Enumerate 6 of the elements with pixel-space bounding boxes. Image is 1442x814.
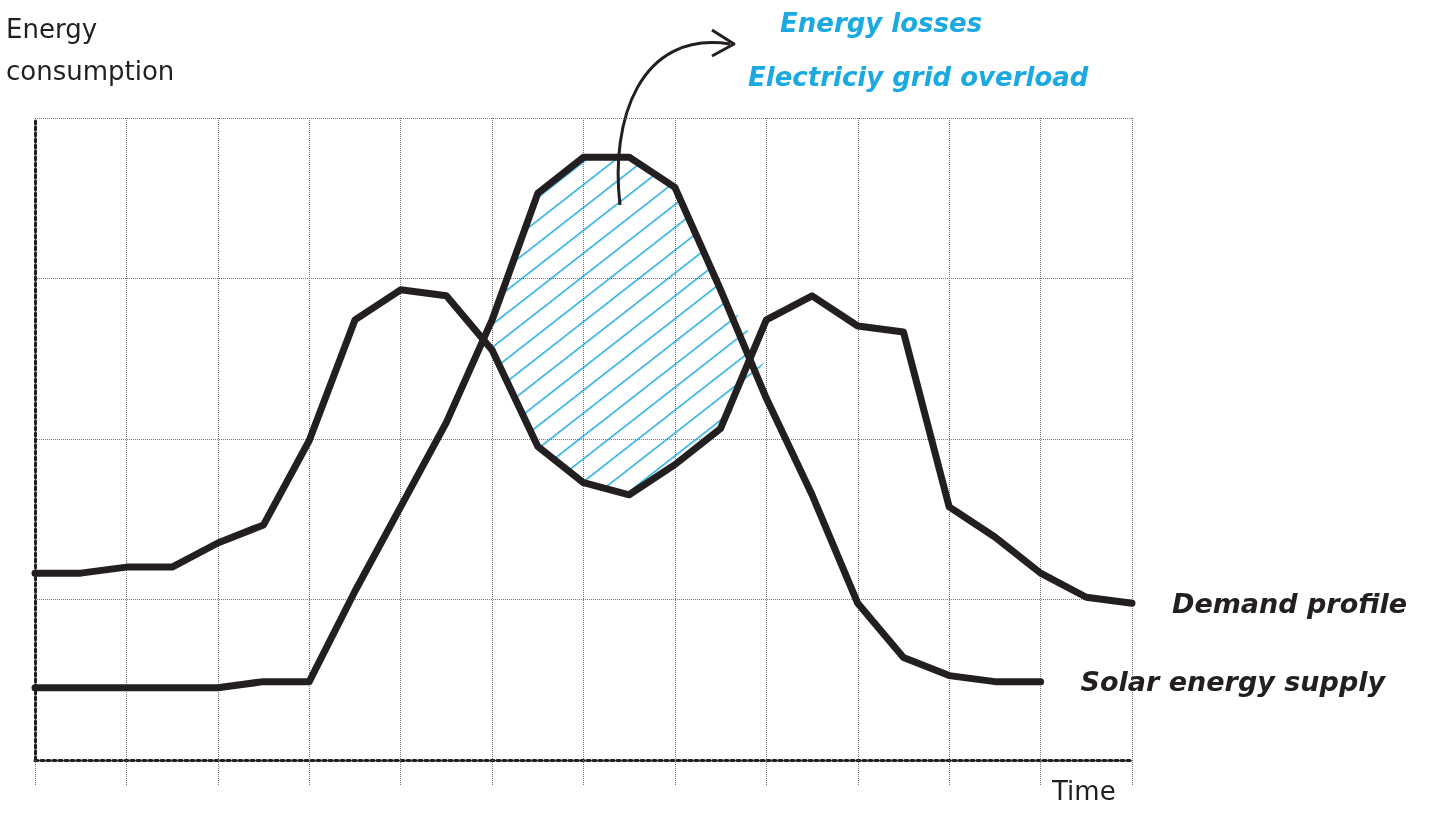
text: Electriciy grid overload — [748, 62, 1089, 92]
series-label: Demand profile — [1172, 587, 1408, 619]
text: Energy losses — [780, 8, 983, 38]
series-label: Solar energy supply — [1080, 666, 1387, 698]
y-axis-title: Energy consumption — [6, 13, 176, 88]
x-axis-title: Time — [1052, 776, 1116, 806]
